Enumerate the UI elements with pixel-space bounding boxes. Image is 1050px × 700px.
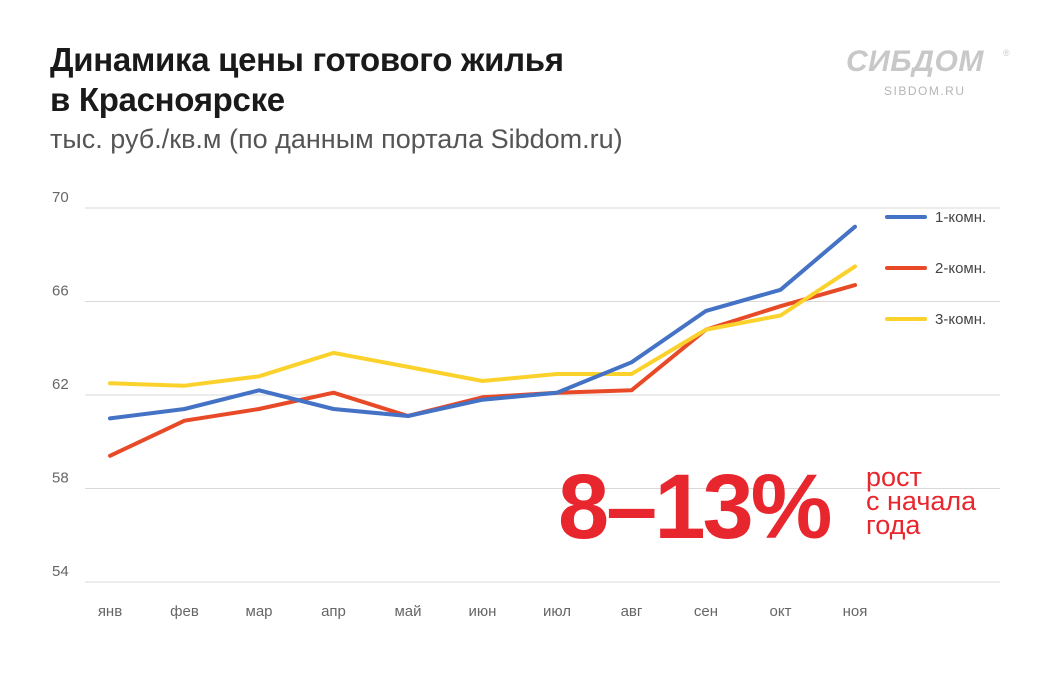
y-tick-label-54: 54: [52, 563, 69, 580]
x-tick-label-6: июл: [543, 603, 571, 620]
legend-label-2: 2-комн.: [935, 260, 986, 277]
legend-label-3: 3-комн.: [935, 311, 986, 328]
title-line-2: в Красноярске: [50, 81, 285, 118]
x-tick-label-2: мар: [246, 603, 273, 620]
x-tick-label-10: ноя: [843, 603, 868, 620]
sibdom-logo: СИБДОМ ® SIBDOM.RU: [846, 45, 1016, 99]
series-line-3: [108, 264, 857, 388]
y-tick-label-58: 58: [52, 470, 69, 487]
growth-callout-value: 8–13%: [558, 456, 832, 558]
x-tick-label-8: сен: [694, 603, 718, 620]
x-tick-label-0: янв: [98, 603, 122, 620]
x-tick-label-5: июн: [469, 603, 497, 620]
growth-callout-text: рост с начала года: [866, 462, 977, 540]
logo-registered-mark: ®: [1003, 48, 1010, 58]
x-tick-label-4: май: [394, 603, 421, 620]
series-line-1: [108, 224, 857, 421]
growth-callout-line-2: с начала: [866, 486, 977, 516]
growth-callout-line-1: рост: [866, 462, 922, 492]
legend-label-1: 1-комн.: [935, 209, 986, 226]
growth-callout-line-3: года: [866, 510, 921, 540]
logo-url: SIBDOM.RU: [884, 84, 966, 98]
x-tick-label-3: апр: [321, 603, 346, 620]
y-tick-label-66: 66: [52, 283, 69, 300]
chart-subtitle: тыс. руб./кв.м (по данным портала Sibdom…: [50, 124, 623, 154]
series-line-2: [108, 283, 857, 458]
x-tick-label-7: авг: [621, 603, 643, 620]
chart-title: Динамика цены готового жилья в Красноярс…: [50, 40, 564, 120]
x-tick-label-9: окт: [770, 603, 792, 620]
y-tick-label-70: 70: [52, 189, 69, 206]
x-tick-label-1: фев: [170, 603, 199, 620]
logo-name: СИБДОМ: [846, 45, 984, 78]
title-line-1: Динамика цены готового жилья: [50, 41, 564, 78]
y-tick-label-62: 62: [52, 376, 69, 393]
